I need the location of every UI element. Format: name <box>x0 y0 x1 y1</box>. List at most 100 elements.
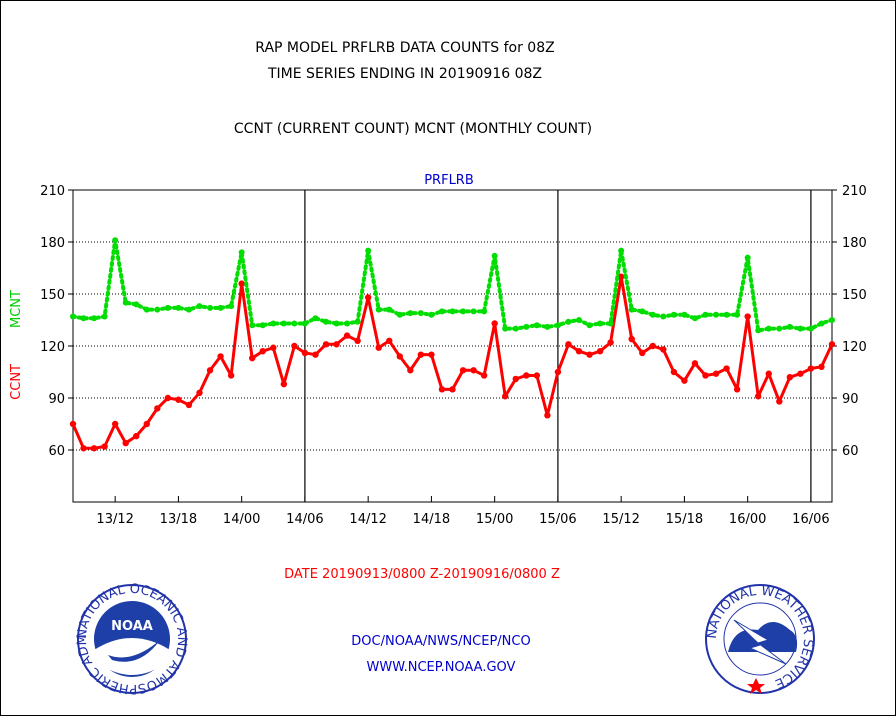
data-point-mcnt <box>133 301 140 308</box>
data-point-ccnt <box>565 341 572 348</box>
header-line-2: TIME SERIES ENDING IN 20190916 08Z <box>267 66 542 82</box>
data-point-ccnt <box>786 374 794 381</box>
data-point-ccnt <box>586 351 593 358</box>
data-point-ccnt <box>765 370 772 377</box>
data-point-mcnt <box>807 325 814 332</box>
data-point-ccnt <box>449 386 456 393</box>
y-tick-label: 210 <box>842 184 867 199</box>
y-tick-label: 60 <box>842 444 859 459</box>
data-point-ccnt <box>69 420 77 428</box>
y-tick-label: 90 <box>842 392 859 407</box>
data-point-mcnt <box>207 304 214 311</box>
x-tick-label: 15/12 <box>602 512 639 527</box>
data-point-ccnt <box>407 367 414 374</box>
data-point-ccnt <box>90 445 98 452</box>
data-point-ccnt <box>291 342 298 350</box>
data-point-ccnt <box>807 365 815 372</box>
data-point-ccnt <box>301 349 309 357</box>
data-point-ccnt <box>143 420 150 428</box>
data-point-mcnt <box>185 306 192 313</box>
data-point-mcnt <box>70 313 76 320</box>
data-point-ccnt <box>375 344 382 351</box>
data-point-ccnt <box>428 351 435 358</box>
data-point-ccnt <box>133 432 140 440</box>
series-line-ccnt <box>71 275 834 450</box>
data-point-mcnt <box>786 323 793 330</box>
data-point-ccnt <box>691 360 699 367</box>
footer-line-1: DOC/NOAA/NWS/NCEP/NCO <box>351 634 530 649</box>
data-point-mcnt <box>291 320 298 327</box>
x-tick-label: 15/06 <box>539 512 576 527</box>
data-point-ccnt <box>270 344 277 351</box>
data-point-ccnt <box>512 375 519 383</box>
data-point-ccnt <box>80 445 87 452</box>
data-point-mcnt <box>512 325 519 332</box>
data-point-mcnt <box>628 306 635 313</box>
noaa-logo-ring-text: NATIONAL OCEANIC AND ATMOSPHERIC ADMINIS… <box>0 0 189 696</box>
data-point-ccnt <box>354 337 361 344</box>
data-point-mcnt <box>554 322 561 329</box>
data-point-mcnt <box>407 310 414 317</box>
data-point-ccnt <box>544 412 551 419</box>
data-point-mcnt <box>523 323 530 330</box>
data-point-mcnt <box>164 304 171 311</box>
data-point-mcnt <box>396 311 403 318</box>
data-point-ccnt <box>459 367 467 374</box>
data-point-mcnt <box>259 322 266 329</box>
data-point-mcnt <box>586 322 593 329</box>
data-point-ccnt <box>596 348 604 355</box>
data-point-ccnt <box>280 380 288 388</box>
data-point-mcnt <box>80 315 87 322</box>
data-point-ccnt <box>702 372 709 379</box>
data-point-mcnt <box>143 306 150 313</box>
data-point-ccnt <box>607 339 614 346</box>
data-point-mcnt <box>449 308 456 315</box>
data-point-mcnt <box>597 320 604 327</box>
data-point-mcnt <box>607 320 614 327</box>
y-tick-label: 180 <box>842 236 867 251</box>
nws-logo: NATIONAL WEATHER SERVICE <box>705 584 815 694</box>
data-point-ccnt <box>322 341 330 348</box>
data-point-ccnt <box>417 351 425 358</box>
data-point-mcnt <box>670 311 677 318</box>
data-point-ccnt <box>628 335 635 343</box>
data-point-ccnt <box>164 394 172 402</box>
data-point-mcnt <box>417 310 424 317</box>
data-point-ccnt <box>776 398 783 405</box>
data-point-mcnt <box>428 311 435 318</box>
data-point-mcnt <box>649 311 656 318</box>
data-point-mcnt <box>91 315 98 322</box>
data-point-mcnt <box>618 247 625 254</box>
data-point-mcnt <box>639 308 646 315</box>
data-point-mcnt <box>280 320 287 327</box>
data-point-mcnt <box>734 311 741 318</box>
x-tick-label: 15/00 <box>476 512 513 527</box>
data-point-mcnt <box>238 249 245 256</box>
y-tick-label: 120 <box>40 340 65 355</box>
x-tick-label: 13/12 <box>96 512 133 527</box>
data-point-mcnt <box>333 320 340 327</box>
data-point-ccnt <box>649 342 656 350</box>
data-point-ccnt <box>639 349 646 357</box>
data-point-ccnt <box>502 393 509 400</box>
y-tick-label: 90 <box>48 392 65 407</box>
data-point-mcnt <box>112 237 119 244</box>
data-point-mcnt <box>228 303 235 310</box>
x-tick-label: 14/06 <box>286 512 323 527</box>
data-point-mcnt <box>818 320 825 327</box>
x-axis: 13/12 13/18 14/00 14/06 14/12 14/18 15/00 15/06… <box>96 496 830 527</box>
data-point-mcnt <box>249 322 256 329</box>
data-point-mcnt <box>323 318 329 325</box>
data-point-ccnt <box>175 396 182 403</box>
data-point-ccnt <box>818 363 825 370</box>
data-point-ccnt <box>122 439 129 447</box>
x-tick-label: 14/00 <box>223 512 260 527</box>
data-point-mcnt <box>312 315 319 322</box>
y-axis-label: CCNT MCNT <box>9 290 24 400</box>
x-tick-label: 14/18 <box>413 512 450 527</box>
data-point-ccnt <box>575 348 583 355</box>
data-point-mcnt <box>533 322 540 329</box>
data-point-ccnt <box>670 368 678 376</box>
